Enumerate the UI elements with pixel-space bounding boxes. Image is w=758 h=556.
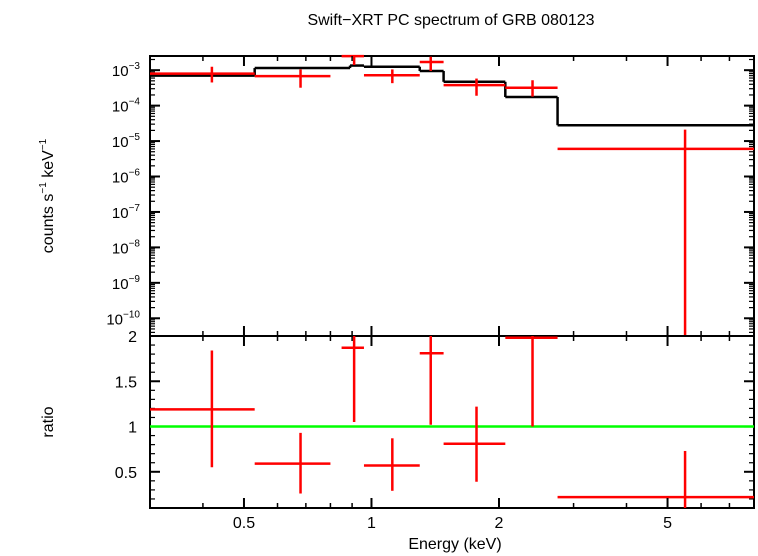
chart-title: Swift−XRT PC spectrum of GRB 080123 xyxy=(307,12,594,29)
y-tick-exponent: −7 xyxy=(129,203,141,214)
y-tick-label: 10−9 xyxy=(112,274,141,293)
top-panel-frame xyxy=(149,55,755,337)
y-tick-base: 10 xyxy=(112,205,129,222)
y-tick-exponent: −8 xyxy=(129,238,141,249)
ylabel-mid: keV xyxy=(40,150,57,182)
y-tick-exponent: −6 xyxy=(129,168,141,179)
y-tick-exponent: −4 xyxy=(129,97,141,108)
y-tick-exponent: −5 xyxy=(129,132,141,143)
x-tick-label: 0.5 xyxy=(233,515,255,532)
bottom-y-axis-label: ratio xyxy=(40,406,57,437)
model-steps xyxy=(150,64,754,127)
ylabel-exp2: −1 xyxy=(38,138,49,150)
y-tick-base: 10 xyxy=(112,99,129,116)
top-y-ticks: 10−310−410−510−610−710−810−910−10 xyxy=(106,58,754,333)
y-tick-exponent: −3 xyxy=(129,61,141,72)
bottom-y-ticks: 0.5 1 1.5 2 xyxy=(115,329,754,509)
top-y-axis-label: counts s−1 keV−1 xyxy=(38,138,57,253)
ratio-tick-label: 2 xyxy=(128,329,137,346)
x-tick-label: 2 xyxy=(495,515,504,532)
ylabel-main: counts s xyxy=(40,194,57,254)
ratio-tick-label: 0.5 xyxy=(115,465,137,482)
y-tick-label: 10−10 xyxy=(106,309,140,328)
y-tick-exponent: −10 xyxy=(123,309,140,320)
y-tick-base: 10 xyxy=(112,170,129,187)
ratio-tick-label: 1.5 xyxy=(115,374,137,391)
y-tick-label: 10−6 xyxy=(112,168,141,187)
y-tick-label: 10−3 xyxy=(112,61,141,80)
top-panel: 10−310−410−510−610−710−810−910−10 counts… xyxy=(38,54,755,337)
x-axis-label: Energy (keV) xyxy=(408,536,501,553)
x-tick-label: 1 xyxy=(367,515,376,532)
y-tick-label: 10−7 xyxy=(112,203,141,222)
y-tick-base: 10 xyxy=(112,63,129,80)
ratio-tick-label: 1 xyxy=(128,420,137,437)
x-tick-label: 5 xyxy=(663,515,672,532)
bottom-panel: 0.5 1 1.5 2 ratio xyxy=(40,329,755,509)
y-tick-label: 10−4 xyxy=(112,97,141,116)
x-axis-ticks: 0.5 1 2 5 xyxy=(149,56,755,532)
y-tick-base: 10 xyxy=(106,311,123,328)
top-data-points xyxy=(150,54,754,336)
y-tick-base: 10 xyxy=(112,276,129,293)
y-tick-label: 10−8 xyxy=(112,238,141,257)
y-tick-base: 10 xyxy=(112,240,129,257)
bottom-panel-frame xyxy=(149,335,755,509)
bottom-data-points xyxy=(150,336,754,508)
y-tick-exponent: −9 xyxy=(129,274,141,285)
y-tick-base: 10 xyxy=(112,134,129,151)
ylabel-exp1: −1 xyxy=(38,182,49,194)
y-tick-label: 10−5 xyxy=(112,132,141,151)
